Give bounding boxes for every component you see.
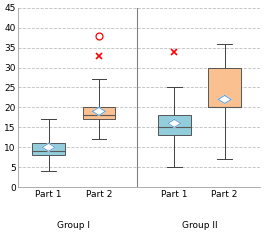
Text: Group I: Group I bbox=[57, 221, 90, 230]
Polygon shape bbox=[168, 119, 181, 127]
Polygon shape bbox=[42, 143, 55, 151]
Polygon shape bbox=[218, 96, 231, 103]
Text: Group II: Group II bbox=[182, 221, 217, 230]
Bar bbox=[208, 67, 241, 108]
Bar bbox=[83, 108, 115, 119]
Bar bbox=[158, 115, 191, 135]
Polygon shape bbox=[92, 108, 105, 115]
Bar bbox=[32, 143, 65, 155]
